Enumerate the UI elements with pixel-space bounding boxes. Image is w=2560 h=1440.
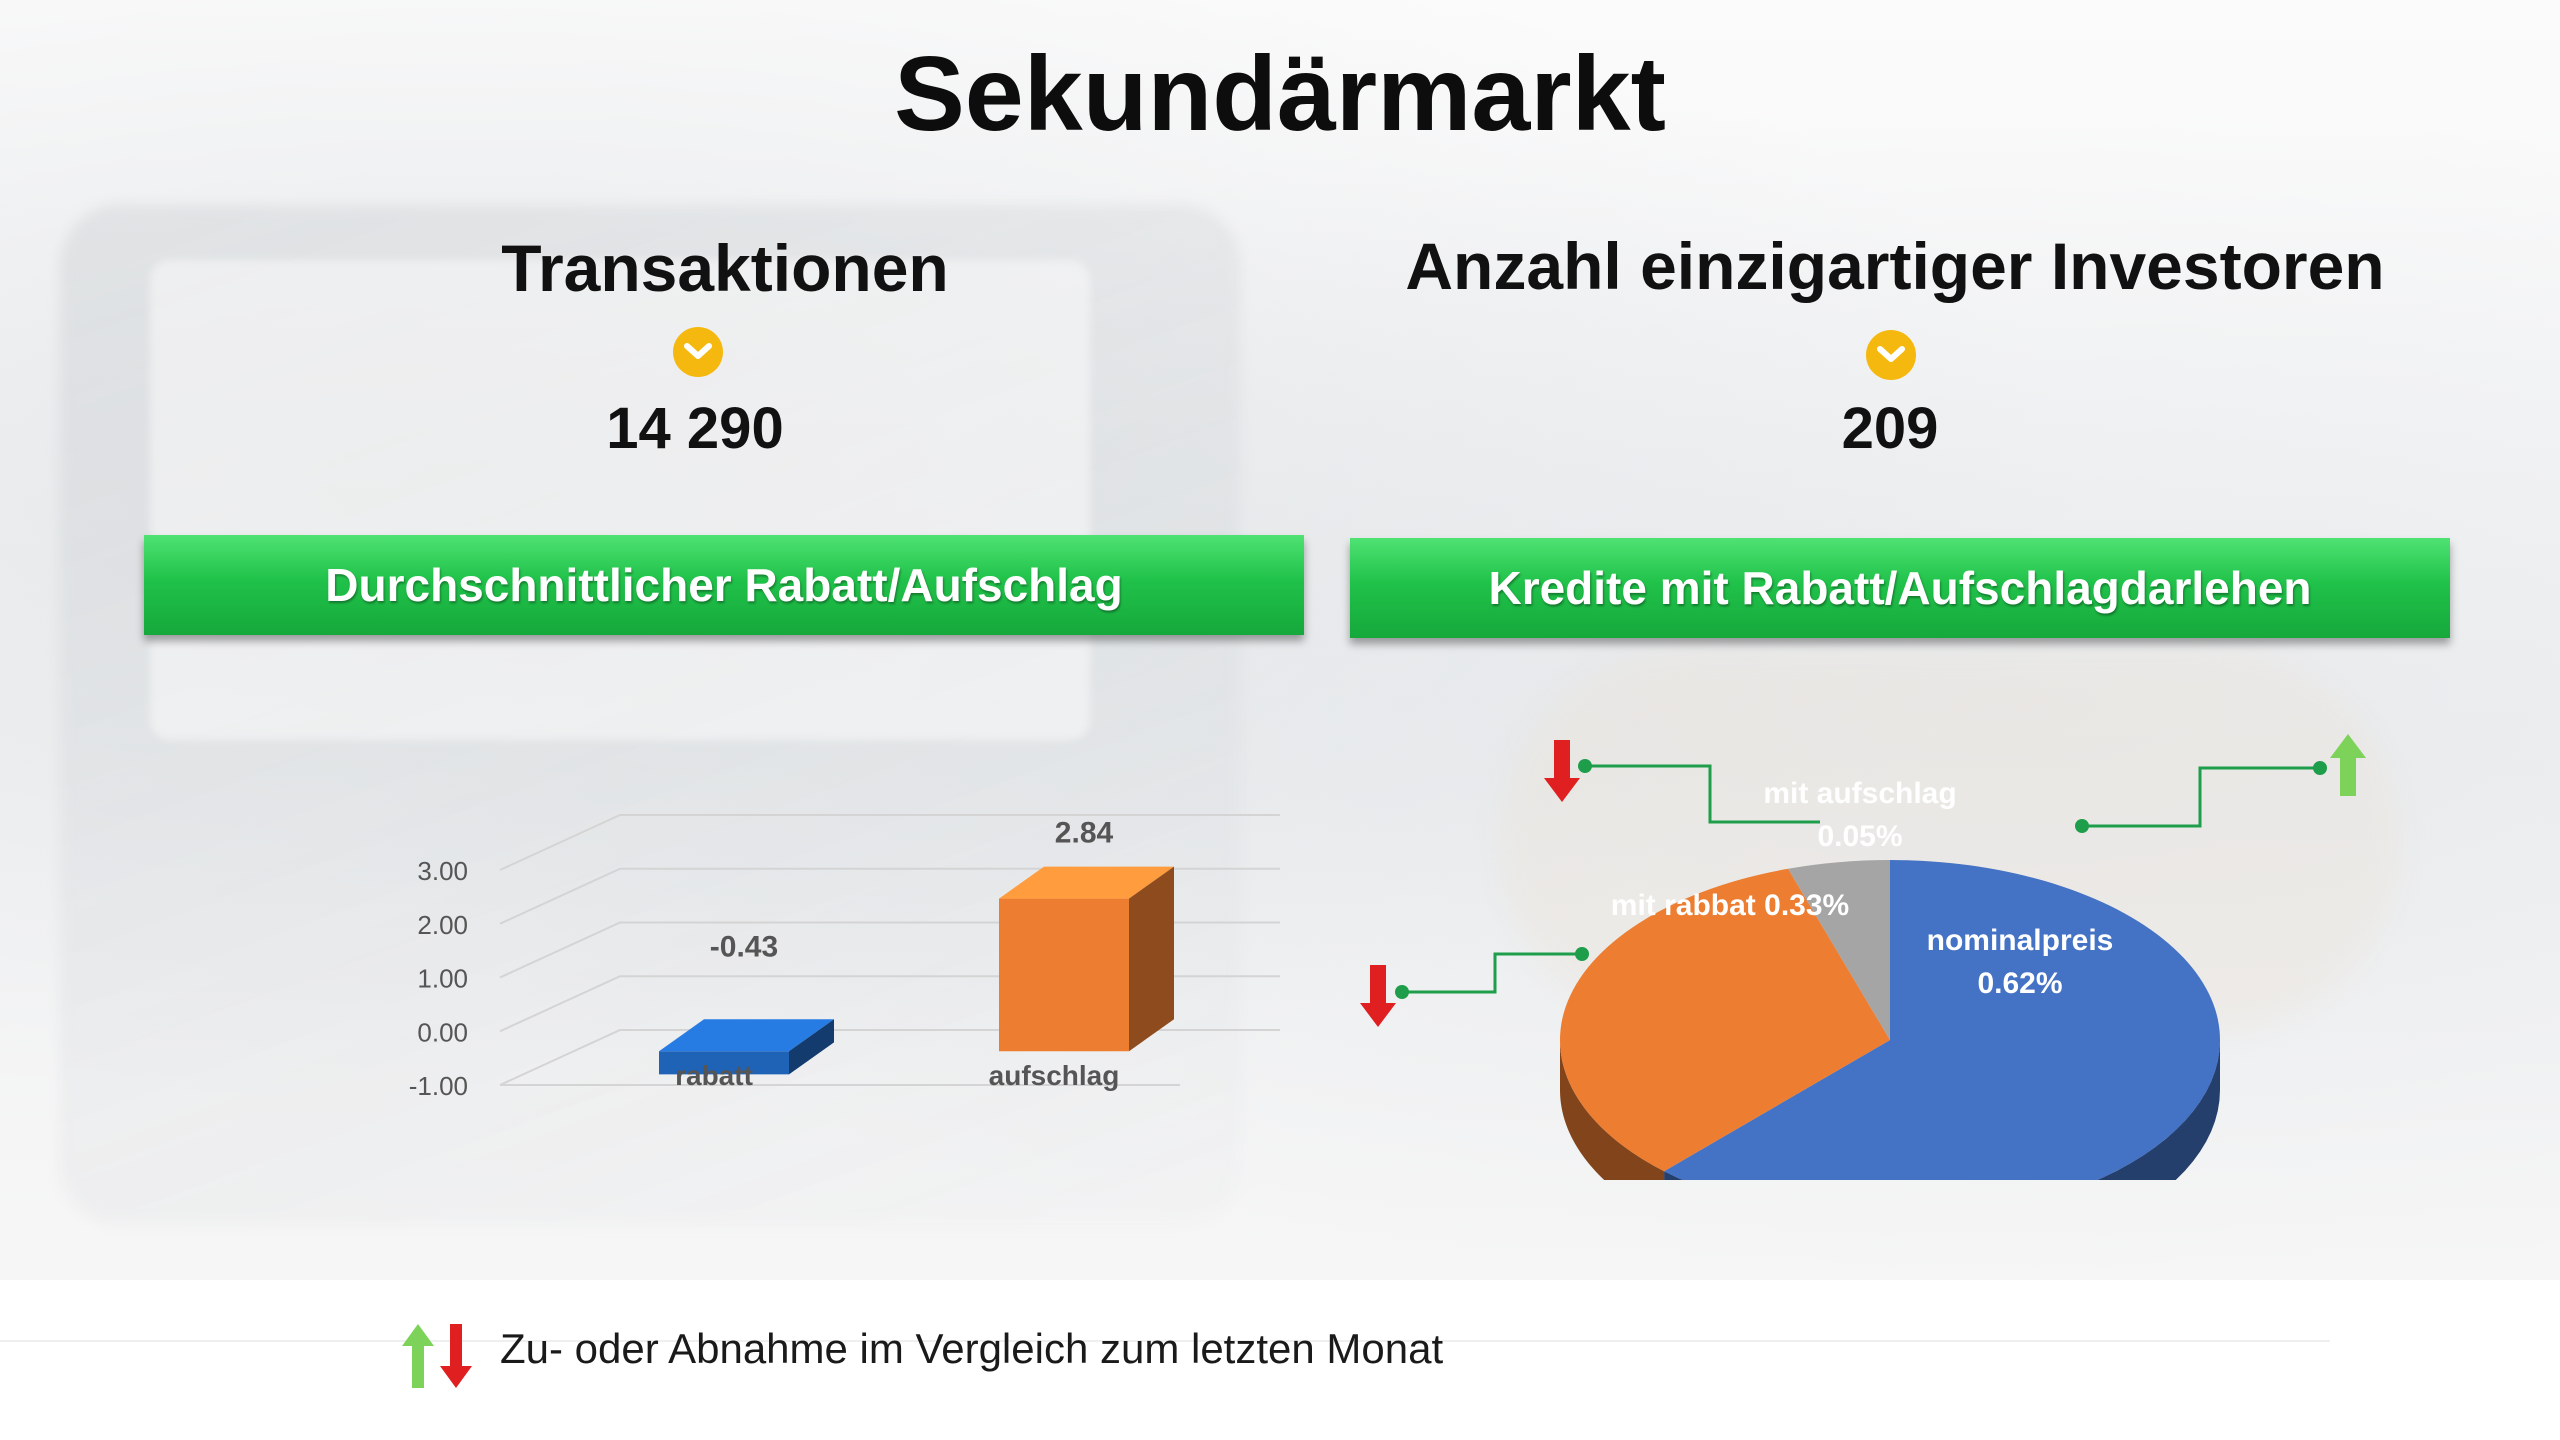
slice-value: 0.05% [1817, 820, 1902, 853]
category-label: aufschlag [989, 1060, 1120, 1091]
arrow-shape [1360, 965, 1396, 1027]
legend-note: Zu- oder Abnahme im Vergleich zum letzte… [500, 1325, 1444, 1372]
loans-discount-premium-banner: Kredite mit Rabatt/Aufschlagdarlehen [1350, 538, 2450, 638]
arrow-up-icon [402, 1324, 434, 1388]
connector-line [1402, 952, 1582, 994]
y-tick-label: 0.00 [417, 1017, 468, 1047]
arrow-down-icon [1544, 740, 1580, 802]
connector-dot [1395, 985, 1409, 999]
bar-front-face [659, 1051, 789, 1075]
y-tick-label: 1.00 [417, 964, 468, 994]
bar-side-face [1129, 866, 1174, 1052]
page-title: Sekundärmarkt [894, 35, 1666, 153]
bar-top-face [659, 1019, 834, 1052]
pie-chart: nominalpreis 0.62% mit rabbat 0.33% mit auf… [1360, 734, 2366, 1180]
bar-side-face [789, 1019, 834, 1075]
pie-slice-nominalpreis [1664, 860, 2220, 1180]
investors-heading: Anzahl einzigartiger Investoren [1405, 229, 2385, 303]
bar-chart: 3.00 2.00 1.00 0.00 -1.00 -0.43 rabatt 2.84 aufs… [409, 814, 1280, 1101]
data-label: 2.84 [1055, 817, 1114, 850]
bar-aufschlag [999, 866, 1174, 1052]
gridline [499, 814, 1280, 871]
loans-discount-premium-label: Kredite mit Rabatt/Aufschlagdarlehen [1488, 562, 2312, 614]
transactions-value: 14 290 [606, 396, 784, 461]
y-tick-label: 3.00 [417, 856, 468, 886]
transactions-heading: Transaktionen [501, 231, 949, 305]
pie-side-nominalpreis [1664, 1040, 2220, 1180]
slice-label: nominalpreis [1927, 924, 2114, 957]
footer-band [0, 1280, 2560, 1440]
slice-label: mit aufschlag [1763, 777, 1956, 810]
slice-value: 0.62% [1977, 967, 2062, 1000]
arrow-up-icon [2330, 734, 2366, 796]
connector-dot [1578, 759, 1592, 773]
gridline [499, 1029, 1280, 1086]
pie-side-mit-rabbat [1560, 1040, 1665, 1180]
bar-front-face [999, 898, 1129, 1052]
connector-dot [1575, 947, 1589, 961]
arrow-shape [2330, 734, 2366, 796]
category-label: rabatt [675, 1060, 753, 1091]
data-label: -0.43 [710, 930, 778, 963]
footer-divider [0, 1340, 2330, 1342]
arrow-shape [1544, 740, 1580, 802]
arrow-down-icon [440, 1324, 472, 1388]
chevron-down-icon [1866, 330, 1916, 380]
connector-line [2082, 766, 2320, 828]
connector-dot [2075, 819, 2089, 833]
y-tick-label: -1.00 [409, 1071, 468, 1101]
investors-value: 209 [1841, 396, 1939, 461]
slice-label: mit rabbat 0.33% [1611, 889, 1849, 922]
connector-dot [2313, 761, 2327, 775]
pie-slice-mit-aufschlag [1788, 860, 1890, 1040]
legend-arrows [402, 1324, 472, 1388]
background-laptop-screen [150, 260, 1090, 740]
arrow-down-icon [1360, 965, 1396, 1027]
pie-slice-mit-rabbat [1560, 868, 1890, 1172]
chevron-down-icon [673, 327, 723, 377]
bar-rabatt [659, 1019, 834, 1075]
bar-top-face [999, 866, 1174, 899]
avg-discount-premium-label: Durchschnittlicher Rabatt/Aufschlag [325, 559, 1123, 611]
y-tick-label: 2.00 [417, 910, 468, 940]
avg-discount-premium-banner: Durchschnittlicher Rabatt/Aufschlag [144, 535, 1304, 635]
connector-line [1585, 764, 1820, 824]
